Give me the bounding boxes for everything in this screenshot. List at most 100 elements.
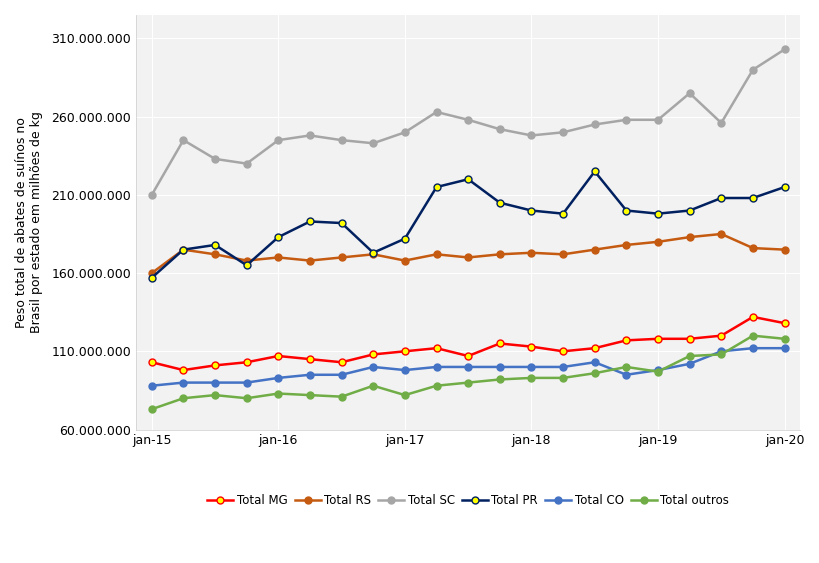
Total PR [558, 210, 568, 217]
Total MG [621, 337, 631, 344]
Total PR [716, 195, 726, 202]
Line: Total outros: Total outros [148, 332, 787, 413]
Total outros [147, 406, 156, 413]
Total MG [716, 332, 726, 339]
Total PR [684, 207, 694, 214]
Total PR [337, 220, 346, 226]
Total outros [526, 374, 536, 381]
Total CO [684, 360, 694, 367]
Total SC [558, 129, 568, 136]
Total RS [779, 246, 789, 253]
Total outros [558, 374, 568, 381]
Total outros [589, 370, 599, 377]
Total CO [463, 364, 473, 370]
Total outros [779, 336, 789, 342]
Total RS [621, 242, 631, 248]
Total outros [621, 364, 631, 370]
Total PR [273, 234, 283, 240]
Total CO [652, 367, 662, 373]
Total SC [305, 132, 314, 139]
Total SC [526, 132, 536, 139]
Total CO [589, 359, 599, 365]
Total CO [779, 345, 789, 351]
Total MG [431, 345, 441, 351]
Total CO [747, 345, 757, 351]
Total RS [431, 251, 441, 258]
Total outros [242, 395, 251, 401]
Total PR [400, 235, 410, 242]
Total outros [716, 351, 726, 358]
Total RS [589, 246, 599, 253]
Total MG [495, 340, 505, 347]
Line: Total PR: Total PR [148, 168, 787, 282]
Total outros [305, 392, 314, 399]
Total CO [368, 364, 378, 370]
Total SC [368, 140, 378, 146]
Total CO [305, 372, 314, 378]
Total CO [558, 364, 568, 370]
Total PR [779, 184, 789, 190]
Total PR [210, 242, 219, 248]
Total RS [716, 231, 726, 238]
Total PR [242, 262, 251, 269]
Total CO [337, 372, 346, 378]
Total CO [210, 379, 219, 386]
Total RS [495, 251, 505, 258]
Total CO [495, 364, 505, 370]
Total RS [337, 254, 346, 261]
Total outros [652, 368, 662, 375]
Total MG [558, 348, 568, 355]
Total outros [368, 382, 378, 389]
Total RS [684, 234, 694, 240]
Total MG [526, 343, 536, 350]
Total MG [273, 352, 283, 359]
Total outros [463, 379, 473, 386]
Total PR [305, 218, 314, 225]
Total SC [210, 155, 219, 162]
Total PR [147, 274, 156, 281]
Total PR [526, 207, 536, 214]
Total MG [684, 336, 694, 342]
Total MG [779, 320, 789, 327]
Total PR [463, 176, 473, 182]
Total RS [147, 270, 156, 276]
Total PR [495, 199, 505, 206]
Total outros [179, 395, 188, 401]
Total CO [621, 372, 631, 378]
Total outros [273, 390, 283, 397]
Total RS [179, 246, 188, 253]
Total PR [431, 184, 441, 190]
Total SC [747, 66, 757, 73]
Total CO [400, 367, 410, 373]
Total RS [273, 254, 283, 261]
Total outros [400, 392, 410, 399]
Total CO [273, 374, 283, 381]
Line: Total SC: Total SC [148, 46, 787, 198]
Total SC [779, 46, 789, 53]
Total RS [558, 251, 568, 258]
Total outros [210, 392, 219, 399]
Total RS [526, 249, 536, 256]
Total SC [589, 121, 599, 128]
Total RS [747, 245, 757, 252]
Total RS [400, 257, 410, 264]
Line: Total RS: Total RS [148, 230, 787, 276]
Total RS [242, 257, 251, 264]
Total outros [684, 352, 694, 359]
Total CO [431, 364, 441, 370]
Total SC [179, 137, 188, 144]
Total SC [621, 117, 631, 123]
Total SC [242, 160, 251, 167]
Total MG [179, 367, 188, 373]
Total MG [337, 359, 346, 365]
Total RS [368, 251, 378, 258]
Legend: Total MG, Total RS, Total SC, Total PR, Total CO, Total outros: Total MG, Total RS, Total SC, Total PR, … [202, 489, 733, 512]
Total RS [463, 254, 473, 261]
Total MG [400, 348, 410, 355]
Total MG [747, 314, 757, 320]
Total MG [305, 356, 314, 363]
Total MG [368, 351, 378, 358]
Total SC [716, 119, 726, 126]
Total SC [273, 137, 283, 144]
Total PR [652, 210, 662, 217]
